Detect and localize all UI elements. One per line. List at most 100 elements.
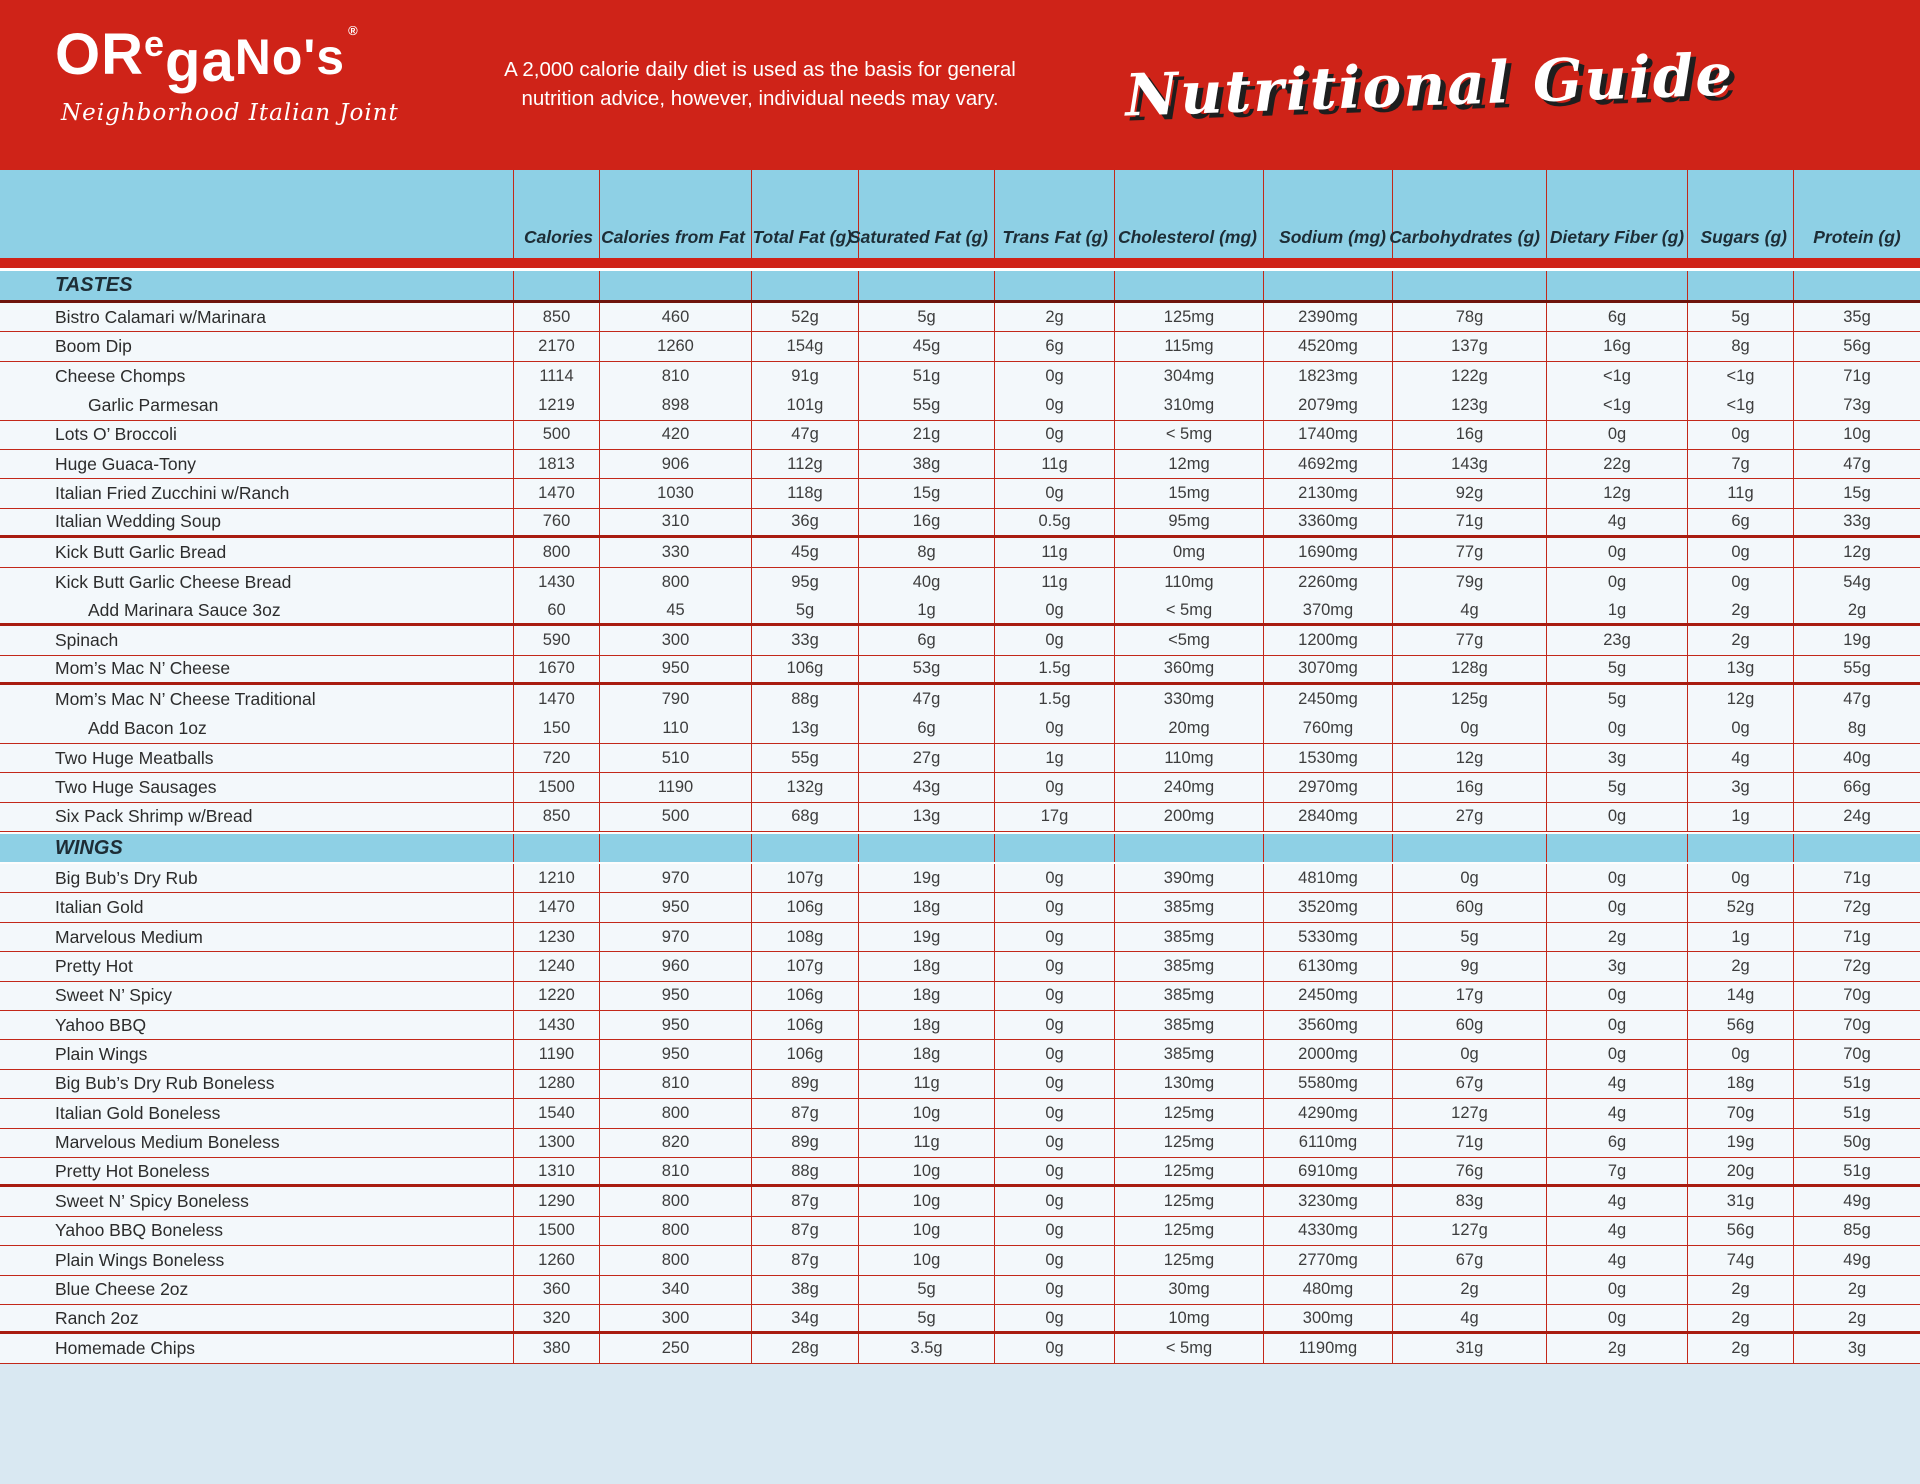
value-cell: 800 bbox=[599, 1216, 751, 1246]
value-cell: 0g bbox=[994, 773, 1114, 802]
value-cell: 2130mg bbox=[1263, 479, 1392, 508]
value-cell: 1500 bbox=[513, 773, 599, 802]
value-cell: 15g bbox=[858, 479, 994, 508]
value-cell: 13g bbox=[858, 802, 994, 832]
value-cell: 330 bbox=[599, 538, 751, 567]
section-cell bbox=[1114, 834, 1263, 863]
value-cell: 0g bbox=[994, 361, 1114, 392]
value-cell: 85g bbox=[1793, 1216, 1920, 1246]
section-cell bbox=[1263, 271, 1392, 300]
item-row: Huge Guaca-Tony 1813 906 112g 38g 11g 12mg 4692… bbox=[0, 449, 1920, 480]
section-title: TASTES bbox=[55, 274, 133, 296]
registered-mark: ® bbox=[348, 23, 359, 38]
column-header: Dietary Fiber (g) bbox=[1546, 170, 1687, 258]
value-cell: 3g bbox=[1546, 952, 1687, 981]
value-cell: 16g bbox=[1392, 773, 1546, 802]
value-cell: 56g bbox=[1793, 332, 1920, 361]
value-cell: 800 bbox=[599, 1187, 751, 1216]
value-cell: 5330mg bbox=[1263, 922, 1392, 952]
value-cell: 1670 bbox=[513, 655, 599, 683]
value-cell: 47g bbox=[1793, 685, 1920, 715]
value-cell: 2840mg bbox=[1263, 802, 1392, 832]
value-cell: 0g bbox=[994, 596, 1114, 624]
value-cell: 70g bbox=[1793, 1040, 1920, 1069]
section-cell bbox=[1114, 271, 1263, 300]
value-cell: 22g bbox=[1546, 449, 1687, 479]
column-header: Cholesterol (mg) bbox=[1114, 170, 1263, 258]
item-row: Six Pack Shrimp w/Bread 850 500 68g 13g 17g 20… bbox=[0, 802, 1920, 833]
value-cell: 950 bbox=[599, 1040, 751, 1069]
value-cell: 500 bbox=[599, 802, 751, 832]
value-cell: 54g bbox=[1793, 567, 1920, 597]
logo-text: No's bbox=[234, 29, 346, 85]
value-cell: 7g bbox=[1546, 1157, 1687, 1185]
value-cell: 0g bbox=[994, 714, 1114, 743]
item-name: Bistro Calamari w/Marinara bbox=[55, 306, 267, 327]
value-cell: 385mg bbox=[1114, 981, 1263, 1010]
value-cell: 1300 bbox=[513, 1128, 599, 1157]
section-row-wings: WINGS bbox=[0, 832, 1920, 865]
value-cell: 125mg bbox=[1114, 1099, 1263, 1128]
value-cell: 0g bbox=[1687, 538, 1793, 567]
item-name: Plain Wings Boneless bbox=[55, 1249, 225, 1270]
value-cell: 3360mg bbox=[1263, 508, 1392, 536]
value-cell: 4330mg bbox=[1263, 1216, 1392, 1246]
value-cell: 0g bbox=[1687, 864, 1793, 893]
value-cell: 500 bbox=[513, 420, 599, 449]
value-cell: 4g bbox=[1392, 1304, 1546, 1332]
item-name: Boom Dip bbox=[55, 336, 132, 357]
item-name: Pretty Hot bbox=[55, 955, 133, 976]
item-name: Add Bacon 1oz bbox=[88, 718, 207, 739]
value-cell: 3230mg bbox=[1263, 1187, 1392, 1216]
value-cell: 0g bbox=[994, 1246, 1114, 1275]
value-cell: 71g bbox=[1392, 508, 1546, 536]
value-cell: 125mg bbox=[1114, 1216, 1263, 1246]
value-cell: 800 bbox=[599, 1246, 751, 1275]
value-cell: 53g bbox=[858, 655, 994, 683]
value-cell: 0g bbox=[1546, 1010, 1687, 1040]
value-cell: 123g bbox=[1392, 391, 1546, 420]
value-cell: <5mg bbox=[1114, 626, 1263, 655]
value-cell: 68g bbox=[751, 802, 858, 832]
value-cell: 10g bbox=[1793, 420, 1920, 449]
value-cell: 7g bbox=[1687, 449, 1793, 479]
value-cell: 95mg bbox=[1114, 508, 1263, 536]
value-cell: 1280 bbox=[513, 1069, 599, 1099]
value-cell: 0g bbox=[994, 1187, 1114, 1216]
value-cell: 800 bbox=[599, 567, 751, 597]
value-cell: 2g bbox=[994, 303, 1114, 332]
value-cell: 125mg bbox=[1114, 303, 1263, 332]
value-cell: 10g bbox=[858, 1187, 994, 1216]
value-cell: 3.5g bbox=[858, 1334, 994, 1363]
value-cell: 390mg bbox=[1114, 864, 1263, 893]
value-cell: 77g bbox=[1392, 626, 1546, 655]
value-cell: 1500 bbox=[513, 1216, 599, 1246]
value-cell: 590 bbox=[513, 626, 599, 655]
section-cell bbox=[1263, 834, 1392, 863]
section-cell bbox=[751, 271, 858, 300]
value-cell: 106g bbox=[751, 1010, 858, 1040]
value-cell: 47g bbox=[858, 685, 994, 715]
value-cell: 385mg bbox=[1114, 952, 1263, 981]
value-cell: 1114 bbox=[513, 361, 599, 392]
value-cell: 6910mg bbox=[1263, 1157, 1392, 1185]
value-cell: 310mg bbox=[1114, 391, 1263, 420]
value-cell: 19g bbox=[1687, 1128, 1793, 1157]
value-cell: 88g bbox=[751, 1157, 858, 1185]
column-header: Total Fat (g) bbox=[751, 170, 858, 258]
value-cell: 0g bbox=[1546, 538, 1687, 567]
value-cell: 760mg bbox=[1263, 714, 1392, 743]
value-cell: 4g bbox=[1546, 1246, 1687, 1275]
value-cell: 0g bbox=[994, 864, 1114, 893]
value-cell: 0g bbox=[1687, 714, 1793, 743]
value-cell: 1190mg bbox=[1263, 1334, 1392, 1363]
calorie-disclaimer-line2: nutrition advice, however, individual ne… bbox=[521, 87, 999, 110]
item-row: Big Bub’s Dry Rub Boneless 1280 810 89g 11g 0… bbox=[0, 1069, 1920, 1100]
value-cell: 8g bbox=[858, 538, 994, 567]
value-cell: 5g bbox=[1546, 773, 1687, 802]
item-row: Mom’s Mac N’ Cheese Traditional 1470 790 88… bbox=[0, 685, 1920, 715]
column-header: Carbohydrates (g) bbox=[1389, 170, 1546, 258]
value-cell: 5g bbox=[751, 596, 858, 624]
header-divider-bar bbox=[0, 258, 1920, 271]
value-cell: 1g bbox=[1687, 802, 1793, 832]
